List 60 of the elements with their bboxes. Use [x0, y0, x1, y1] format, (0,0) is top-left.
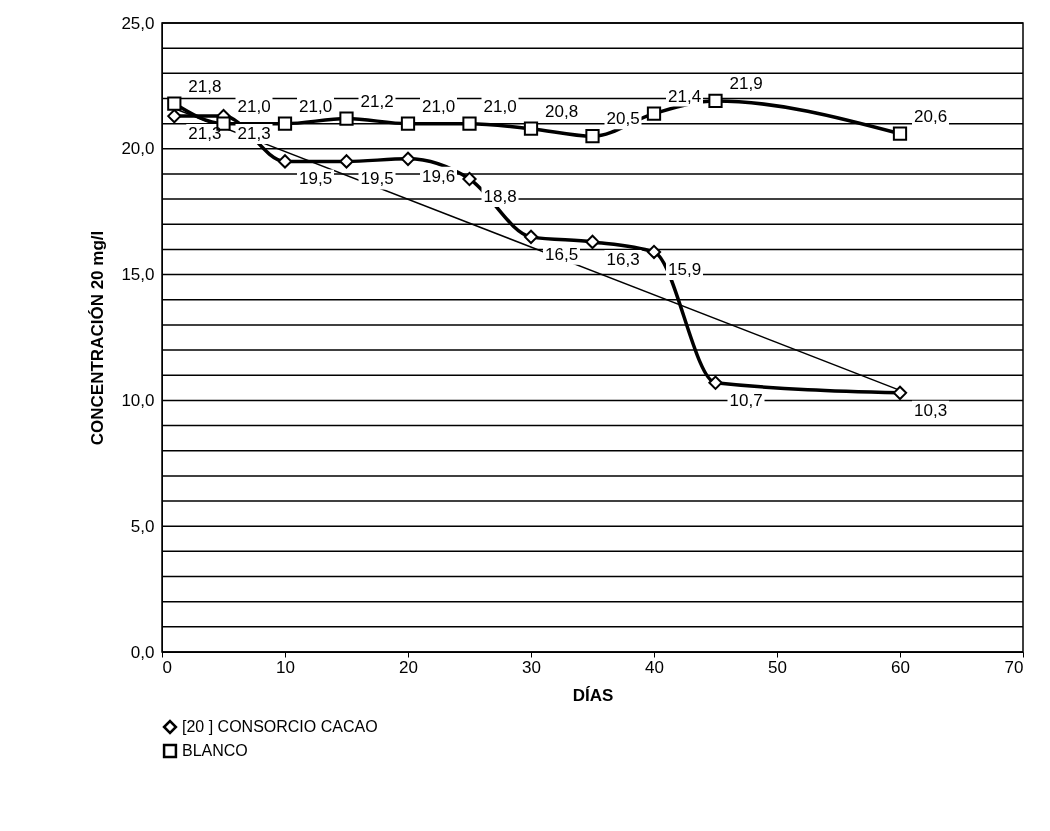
data-label: 10,7 — [729, 390, 763, 410]
point — [339, 111, 354, 126]
data-label: 15,9 — [668, 259, 702, 279]
point — [892, 126, 908, 141]
y-tick-label: 5,0 — [130, 516, 155, 536]
data-label: 16,3 — [606, 249, 640, 269]
point — [400, 116, 416, 131]
data-label: 21,0 — [422, 96, 456, 116]
x-tick-label: 10 — [276, 657, 295, 677]
point — [585, 234, 600, 250]
data-label: 21,0 — [237, 96, 271, 116]
data-label: 19,5 — [360, 169, 394, 189]
data-label: 21,0 — [299, 96, 333, 116]
point — [277, 116, 293, 131]
legend-label: [20 ] CONSORCIO CACAO — [182, 718, 378, 735]
data-label: 21,4 — [668, 86, 702, 106]
point — [646, 106, 662, 121]
y-tick-label: 20,0 — [121, 139, 155, 159]
point — [462, 116, 477, 131]
point — [167, 108, 182, 124]
x-tick-label: 30 — [522, 657, 541, 677]
data-label: 20,8 — [545, 101, 579, 121]
data-label: 21,3 — [237, 124, 271, 144]
data-label: 21,2 — [360, 91, 394, 111]
point — [523, 229, 539, 244]
point — [585, 129, 600, 144]
point — [339, 154, 354, 169]
x-tick-label: 0 — [162, 657, 172, 677]
data-label: 21,3 — [188, 124, 222, 144]
point — [708, 375, 723, 390]
data-label: 19,5 — [299, 169, 333, 189]
x-tick-label: 20 — [399, 657, 418, 677]
x-axis-title: DÍAS — [572, 685, 614, 705]
data-label: 21,9 — [729, 74, 763, 93]
data-label: 18,8 — [483, 186, 517, 206]
x-tick-label: 60 — [891, 657, 910, 677]
point — [523, 121, 539, 136]
y-tick-label: 25,0 — [121, 13, 155, 33]
point — [400, 151, 416, 166]
y-tick-label: 15,0 — [121, 265, 155, 285]
data-label: 16,5 — [545, 244, 579, 264]
point — [892, 385, 908, 400]
x-tick-label: 50 — [768, 657, 787, 677]
data-label: 20,6 — [914, 106, 948, 126]
data-label: 20,5 — [606, 109, 640, 129]
y-axis-title: CONCENTRACIÓN 20 mg/l — [88, 230, 108, 446]
point — [462, 171, 477, 187]
point — [167, 96, 182, 111]
y-tick-label: 0,0 — [130, 642, 155, 662]
point — [277, 154, 293, 169]
data-label: 21,0 — [483, 96, 517, 116]
data-label: 19,6 — [422, 166, 456, 186]
x-tick-label: 70 — [1004, 657, 1024, 677]
data-label: 10,3 — [914, 400, 948, 420]
point — [708, 93, 723, 109]
y-tick-label: 10,0 — [121, 390, 155, 410]
data-label: 21,8 — [188, 76, 222, 96]
x-tick-label: 40 — [645, 657, 664, 677]
legend-label: BLANCO — [182, 742, 248, 759]
point — [646, 244, 662, 260]
